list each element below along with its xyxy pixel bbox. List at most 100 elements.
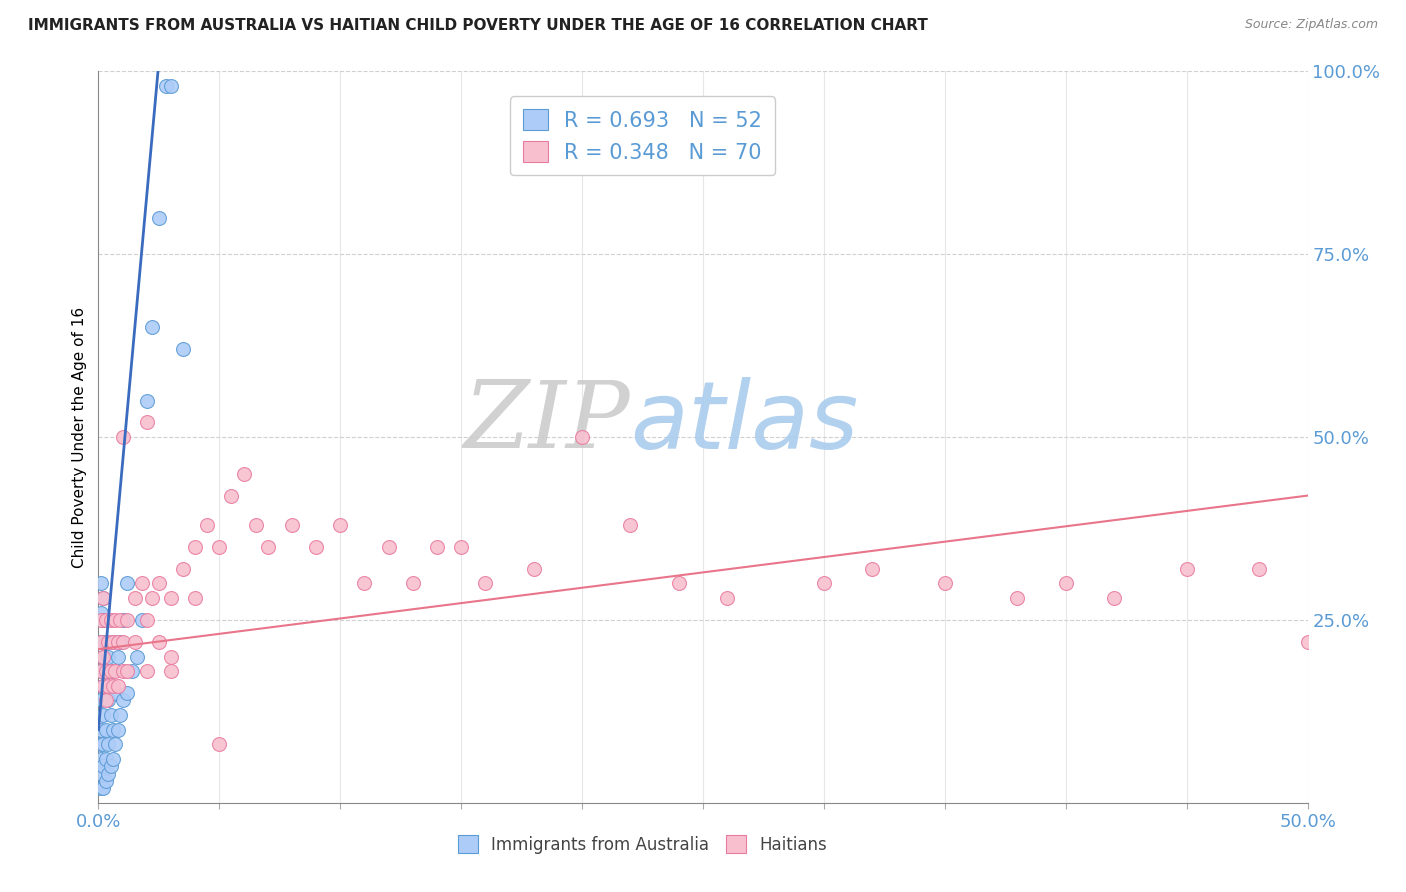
Point	[127, 649, 149, 664]
Point	[90, 635, 112, 649]
Point	[934, 576, 956, 591]
Point	[155, 78, 177, 93]
Point	[141, 591, 163, 605]
Point	[94, 664, 117, 678]
Point	[184, 540, 207, 554]
Point	[121, 664, 143, 678]
Point	[107, 723, 129, 737]
Point	[111, 430, 134, 444]
Point	[135, 664, 157, 678]
Point	[571, 430, 593, 444]
Point	[91, 737, 114, 751]
Point	[716, 591, 738, 605]
Point	[402, 576, 425, 591]
Point	[91, 649, 114, 664]
Point	[97, 693, 120, 707]
Point	[305, 540, 328, 554]
Point	[160, 664, 183, 678]
Y-axis label: Child Poverty Under the Age of 16: Child Poverty Under the Age of 16	[72, 307, 87, 567]
Point	[90, 693, 112, 707]
Point	[160, 591, 183, 605]
Point	[124, 591, 146, 605]
Point	[90, 781, 112, 796]
Point	[94, 752, 117, 766]
Point	[329, 517, 352, 532]
Point	[172, 343, 194, 357]
Point	[148, 635, 170, 649]
Point	[245, 517, 267, 532]
Point	[90, 635, 112, 649]
Point	[94, 664, 117, 678]
Point	[97, 737, 120, 751]
Point	[94, 693, 117, 707]
Point	[256, 540, 278, 554]
Point	[101, 635, 124, 649]
Point	[135, 613, 157, 627]
Point	[90, 576, 112, 591]
Point	[91, 708, 114, 723]
Point	[100, 613, 122, 627]
Point	[101, 752, 124, 766]
Point	[195, 517, 218, 532]
Point	[101, 635, 124, 649]
Text: IMMIGRANTS FROM AUSTRALIA VS HAITIAN CHILD POVERTY UNDER THE AGE OF 16 CORRELATI: IMMIGRANTS FROM AUSTRALIA VS HAITIAN CHI…	[28, 18, 928, 33]
Point	[107, 635, 129, 649]
Point	[1296, 635, 1319, 649]
Point	[1249, 562, 1271, 576]
Point	[450, 540, 472, 554]
Point	[135, 393, 157, 408]
Point	[97, 649, 120, 664]
Point	[117, 576, 139, 591]
Point	[813, 576, 835, 591]
Point	[90, 737, 112, 751]
Point	[91, 613, 114, 627]
Point	[91, 591, 114, 605]
Point	[124, 635, 146, 649]
Point	[94, 723, 117, 737]
Point	[111, 664, 134, 678]
Point	[111, 613, 134, 627]
Point	[101, 723, 124, 737]
Text: ZIP: ZIP	[464, 377, 630, 467]
Point	[97, 766, 120, 780]
Point	[108, 708, 131, 723]
Point	[91, 679, 114, 693]
Point	[104, 664, 127, 678]
Point	[131, 613, 153, 627]
Point	[619, 517, 641, 532]
Point	[172, 562, 194, 576]
Point	[184, 591, 207, 605]
Point	[377, 540, 399, 554]
Point	[94, 613, 117, 627]
Point	[111, 693, 134, 707]
Point	[91, 759, 114, 773]
Point	[474, 576, 496, 591]
Point	[90, 766, 112, 780]
Point	[108, 635, 131, 649]
Point	[90, 613, 112, 627]
Point	[91, 781, 114, 796]
Point	[91, 649, 114, 664]
Point	[104, 613, 127, 627]
Point	[131, 576, 153, 591]
Point	[148, 211, 170, 225]
Point	[281, 517, 304, 532]
Point	[111, 635, 134, 649]
Point	[135, 416, 157, 430]
Point	[160, 649, 183, 664]
Point	[141, 320, 163, 334]
Point	[1175, 562, 1198, 576]
Point	[97, 679, 120, 693]
Point	[91, 591, 114, 605]
Point	[426, 540, 449, 554]
Point	[107, 679, 129, 693]
Text: Source: ZipAtlas.com: Source: ZipAtlas.com	[1244, 18, 1378, 31]
Point	[668, 576, 690, 591]
Point	[1007, 591, 1029, 605]
Point	[97, 635, 120, 649]
Point	[160, 78, 183, 93]
Legend: Immigrants from Australia, Haitians: Immigrants from Australia, Haitians	[451, 829, 834, 860]
Text: atlas: atlas	[630, 377, 859, 468]
Point	[100, 664, 122, 678]
Point	[90, 723, 112, 737]
